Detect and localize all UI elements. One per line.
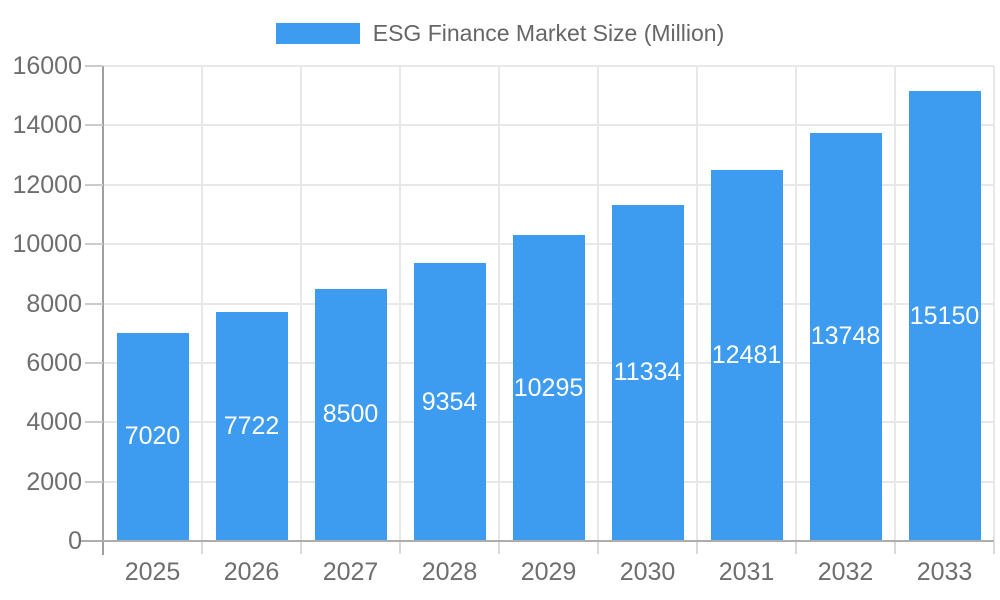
y-axis-tick-label: 0 <box>68 527 82 555</box>
bar[interactable]: 10295 <box>512 235 585 541</box>
bar[interactable]: 13748 <box>809 132 882 541</box>
x-axis-tick-label: 2028 <box>421 558 478 586</box>
bar[interactable]: 8500 <box>314 288 387 541</box>
plot-area: 7020 7722 8500 9354 10295 11334 12481 13748 1515… <box>103 65 995 541</box>
y-axis-tick-label: 12000 <box>12 170 82 199</box>
x-axis-tick <box>597 542 599 554</box>
y-axis-tick-label: 16000 <box>12 52 82 80</box>
x-axis-tick <box>399 542 401 554</box>
y-axis-tick <box>85 183 103 186</box>
x-axis-line <box>80 540 994 542</box>
y-axis-tick <box>85 124 103 127</box>
y-axis-tick <box>85 361 103 364</box>
x-gridline <box>399 66 401 541</box>
bar-value-label: 10295 <box>513 373 584 402</box>
legend-label: ESG Finance Market Size (Million) <box>372 19 725 46</box>
y-axis-tick <box>85 480 103 483</box>
bar-value-label: 7020 <box>124 422 181 451</box>
y-axis-tick <box>85 421 103 424</box>
y-gridline <box>103 183 994 186</box>
x-axis-tick <box>300 542 302 554</box>
x-axis-tick-label: 2033 <box>916 558 973 586</box>
y-axis-tick <box>85 65 103 67</box>
bar-value-label: 11334 <box>613 358 682 387</box>
x-axis-tick <box>894 542 896 554</box>
x-axis-tick <box>201 542 203 554</box>
bar[interactable]: 11334 <box>611 204 684 541</box>
y-axis-line <box>102 66 104 555</box>
legend-item[interactable]: ESG Finance Market Size (Million) <box>0 17 1000 49</box>
x-axis-tick <box>498 542 500 554</box>
x-axis-tick-label: 2032 <box>817 558 874 586</box>
y-gridline <box>103 124 994 127</box>
y-axis-tick <box>85 243 103 246</box>
x-gridline <box>894 66 896 541</box>
x-axis-tick-label: 2026 <box>223 558 280 586</box>
y-axis-tick-label: 14000 <box>12 111 82 140</box>
x-gridline <box>795 66 797 541</box>
x-gridline <box>696 66 698 541</box>
x-axis-tick <box>795 542 797 554</box>
bar[interactable]: 7722 <box>215 311 288 541</box>
bar-value-label: 9354 <box>421 387 478 416</box>
bar[interactable]: 12481 <box>710 170 783 541</box>
bar-value-label: 15150 <box>909 301 980 330</box>
x-axis-tick-label: 2029 <box>520 558 577 586</box>
x-axis-tick <box>993 542 995 554</box>
y-axis-tick-label: 2000 <box>26 467 82 496</box>
bar[interactable]: 15150 <box>908 91 981 541</box>
x-gridline <box>300 66 302 541</box>
x-gridline <box>597 66 599 541</box>
y-axis-tick-label: 4000 <box>26 408 82 437</box>
bar-value-label: 7722 <box>223 411 280 440</box>
x-axis-tick-label: 2027 <box>322 558 379 586</box>
legend-swatch-icon <box>275 22 360 44</box>
x-gridline <box>993 66 995 541</box>
y-axis-tick-label: 6000 <box>26 348 82 377</box>
y-axis-tick <box>85 302 103 305</box>
bar-value-label: 8500 <box>322 400 379 429</box>
bar-value-label: 12481 <box>711 341 782 370</box>
x-gridline <box>498 66 500 541</box>
y-gridline <box>103 65 994 67</box>
bar[interactable]: 7020 <box>116 332 189 541</box>
x-axis-tick <box>696 542 698 554</box>
x-gridline <box>201 66 203 541</box>
bar-value-label: 13748 <box>810 322 881 351</box>
x-axis-tick-label: 2025 <box>124 558 181 586</box>
y-axis-tick-label: 8000 <box>26 289 82 318</box>
y-axis-tick-label: 10000 <box>12 230 82 259</box>
x-axis-tick-label: 2031 <box>718 558 775 586</box>
x-axis-tick-label: 2030 <box>619 558 676 586</box>
bar[interactable]: 9354 <box>413 263 486 541</box>
